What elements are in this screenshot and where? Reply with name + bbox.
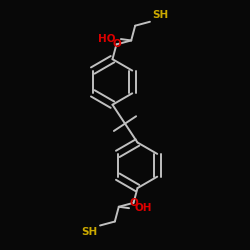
Text: HO: HO xyxy=(98,34,116,44)
Text: O: O xyxy=(129,198,138,208)
Text: SH: SH xyxy=(81,227,97,237)
Text: OH: OH xyxy=(134,203,152,213)
Text: O: O xyxy=(112,40,121,50)
Text: SH: SH xyxy=(153,10,169,20)
